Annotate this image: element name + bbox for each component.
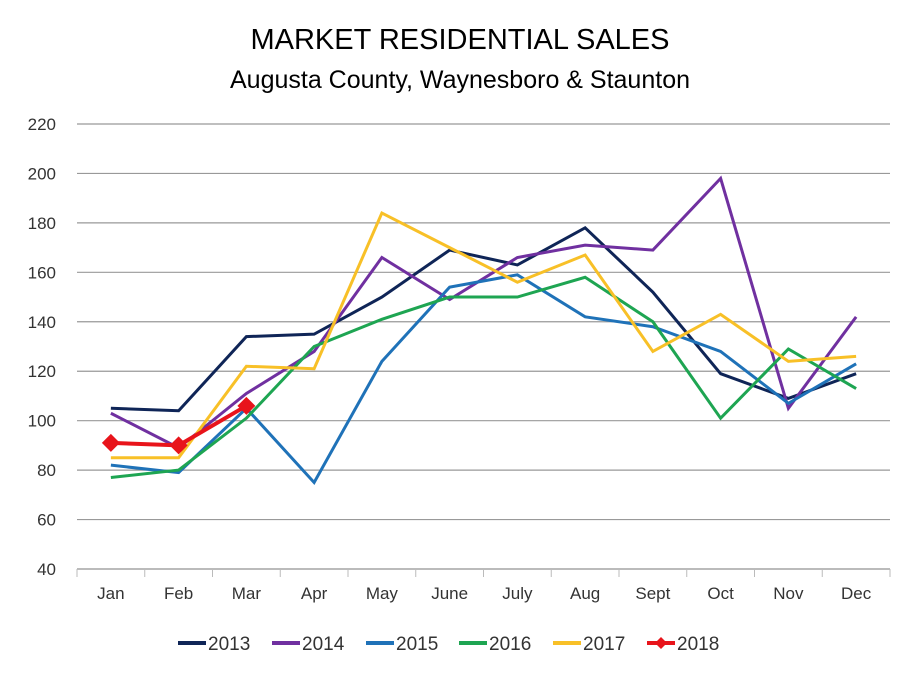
x-tick-label: July <box>502 584 533 603</box>
data-point-2018 <box>237 396 256 415</box>
chart-title: MARKET RESIDENTIAL SALES <box>250 24 670 56</box>
x-tick-label: June <box>431 584 468 603</box>
x-tick-label: Feb <box>164 584 193 603</box>
y-tick-label: 220 <box>28 115 56 134</box>
x-tick-label: Jan <box>97 584 124 603</box>
x-tick-label: May <box>366 584 399 603</box>
y-tick-label: 200 <box>28 164 56 183</box>
series-line-2013 <box>110 225 857 413</box>
series-line-2014 <box>110 175 858 450</box>
legend-label: 2017 <box>583 634 625 655</box>
y-tick-label: 80 <box>37 461 56 480</box>
y-tick-label: 100 <box>28 412 56 431</box>
legend-label: 2013 <box>208 634 250 655</box>
y-tick-label: 160 <box>28 263 56 282</box>
series-line-2017 <box>110 210 857 460</box>
legend-label: 2015 <box>396 634 438 655</box>
legend-marker-2018 <box>655 637 667 649</box>
x-tick-label: Oct <box>707 584 734 603</box>
x-tick-label: Dec <box>841 584 872 603</box>
chart-subtitle: Augusta County, Waynesboro & Staunton <box>230 66 690 94</box>
legend-label: 2014 <box>302 634 345 655</box>
x-tick-label: Nov <box>773 584 804 603</box>
y-tick-label: 40 <box>37 560 56 579</box>
x-tick-label: Mar <box>232 584 262 603</box>
legend-label: 2016 <box>489 634 531 655</box>
x-tick-label: Sept <box>635 584 670 603</box>
series-line-2015 <box>110 273 857 486</box>
y-tick-label: 120 <box>28 362 56 381</box>
x-tick-label: Apr <box>301 584 328 603</box>
data-point-2018 <box>101 433 120 452</box>
data-point-2018 <box>169 436 188 455</box>
series-line-2016 <box>110 275 857 480</box>
y-tick-label: 180 <box>28 214 56 233</box>
y-tick-label: 60 <box>37 511 56 530</box>
x-tick-label: Aug <box>570 584 600 603</box>
legend-label: 2018 <box>677 634 719 655</box>
y-tick-label: 140 <box>28 313 56 332</box>
